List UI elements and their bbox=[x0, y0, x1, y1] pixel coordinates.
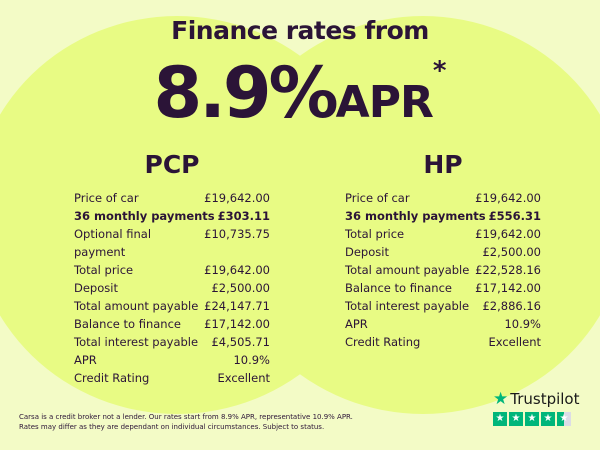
trustpilot-name: Trustpilot bbox=[510, 390, 580, 408]
row-value: £17,142.00 bbox=[475, 281, 541, 295]
row-label: Total interest payable bbox=[345, 299, 470, 313]
row-label: Price of car bbox=[74, 191, 139, 205]
row-value: £19,642.00 bbox=[475, 191, 541, 205]
row-value: £2,500.00 bbox=[211, 281, 270, 295]
rating-star-icon: ★ bbox=[509, 412, 523, 426]
hp-row: Total price £19,642.00 bbox=[345, 225, 541, 243]
disclaimer: Carsa is a credit broker not a lender. O… bbox=[19, 412, 353, 432]
row-value: £4,505.71 bbox=[211, 335, 270, 349]
hp-row: Deposit £2,500.00 bbox=[345, 243, 541, 261]
row-label: Total amount payable bbox=[345, 263, 470, 277]
hp-row: 36 monthly payments £556.31 bbox=[345, 207, 541, 225]
pcp-row: 36 monthly payments £303.11 bbox=[74, 207, 270, 225]
pcp-row: APR 10.9% bbox=[74, 351, 270, 369]
trustpilot-rating: ★ ★ ★ ★ ★ bbox=[493, 412, 580, 426]
row-label: Total price bbox=[74, 263, 134, 277]
headline: Finance rates from bbox=[171, 16, 429, 45]
row-value: Excellent bbox=[217, 371, 270, 385]
row-label: Price of car bbox=[345, 191, 410, 205]
row-label: Deposit bbox=[345, 245, 389, 259]
row-value: £19,642.00 bbox=[204, 191, 270, 205]
hp-row: APR 10.9% bbox=[345, 315, 541, 333]
hp-row: Price of car £19,642.00 bbox=[345, 189, 541, 207]
row-label: 36 monthly payments bbox=[74, 209, 215, 223]
hp-row: Credit Rating Excellent bbox=[345, 333, 541, 351]
rate-suffix: APR bbox=[335, 77, 434, 128]
hp-table: HP Price of car £19,642.00 36 monthly paym… bbox=[345, 150, 541, 351]
hp-row: Balance to finance £17,142.00 bbox=[345, 279, 541, 297]
pcp-row: Price of car £19,642.00 bbox=[74, 189, 270, 207]
pcp-row: Total amount payable £24,147.71 bbox=[74, 297, 270, 315]
pcp-table: PCP Price of car £19,642.00 36 monthly pay… bbox=[74, 150, 270, 387]
rating-star-icon: ★ bbox=[525, 412, 539, 426]
rating-star-icon: ★ bbox=[541, 412, 555, 426]
row-value: Excellent bbox=[488, 335, 541, 349]
pcp-row: Total price £19,642.00 bbox=[74, 261, 270, 279]
pcp-row: Deposit £2,500.00 bbox=[74, 279, 270, 297]
pcp-row: Balance to finance £17,142.00 bbox=[74, 315, 270, 333]
row-label: APR bbox=[74, 353, 97, 367]
row-label: Optional final payment bbox=[74, 227, 152, 259]
row-label: 36 monthly payments bbox=[345, 209, 486, 223]
row-label: Credit Rating bbox=[345, 335, 421, 349]
rate-value: 8.9% bbox=[153, 52, 339, 134]
pcp-row: Optional final payment £10,735.75 bbox=[74, 225, 270, 261]
pcp-title: PCP bbox=[144, 150, 200, 179]
hp-row: Total interest payable £2,886.16 bbox=[345, 297, 541, 315]
row-value: £303.11 bbox=[217, 209, 270, 223]
row-value: 10.9% bbox=[504, 317, 541, 331]
right-background-circle bbox=[218, 16, 600, 414]
rating-star-icon: ★ bbox=[557, 412, 571, 426]
pcp-row: Credit Rating Excellent bbox=[74, 369, 270, 387]
row-label: Deposit bbox=[74, 281, 118, 295]
row-label: Balance to finance bbox=[74, 317, 181, 331]
hp-title: HP bbox=[423, 150, 463, 179]
row-value: £17,142.00 bbox=[204, 317, 270, 331]
pcp-row: Total interest payable £4,505.71 bbox=[74, 333, 270, 351]
trustpilot-badge[interactable]: ★ Trustpilot ★ ★ ★ ★ ★ bbox=[493, 389, 580, 426]
row-label: Credit Rating bbox=[74, 371, 150, 385]
rating-star-icon: ★ bbox=[493, 412, 507, 426]
row-value: £10,735.75 bbox=[204, 227, 270, 241]
row-value: £22,528.16 bbox=[475, 263, 541, 277]
row-value: £556.31 bbox=[488, 209, 541, 223]
row-value: 10.9% bbox=[233, 353, 270, 367]
row-value: £19,642.00 bbox=[475, 227, 541, 241]
row-value: £2,886.16 bbox=[482, 299, 541, 313]
headline-rate: 8.9%APR* bbox=[0, 52, 600, 134]
disclaimer-line-2: Rates may differ as they are dependant o… bbox=[19, 423, 325, 431]
row-label: Total amount payable bbox=[74, 299, 199, 313]
trustpilot-star-icon: ★ bbox=[493, 389, 509, 409]
row-value: £24,147.71 bbox=[204, 299, 270, 313]
asterisk: * bbox=[432, 56, 447, 86]
row-label: APR bbox=[345, 317, 368, 331]
row-value: £2,500.00 bbox=[482, 245, 541, 259]
row-label: Total price bbox=[345, 227, 405, 241]
row-label: Total interest payable bbox=[74, 335, 199, 349]
row-value: £19,642.00 bbox=[204, 263, 270, 277]
hp-row: Total amount payable £22,528.16 bbox=[345, 261, 541, 279]
row-label: Balance to finance bbox=[345, 281, 452, 295]
disclaimer-line-1: Carsa is a credit broker not a lender. O… bbox=[19, 413, 353, 421]
